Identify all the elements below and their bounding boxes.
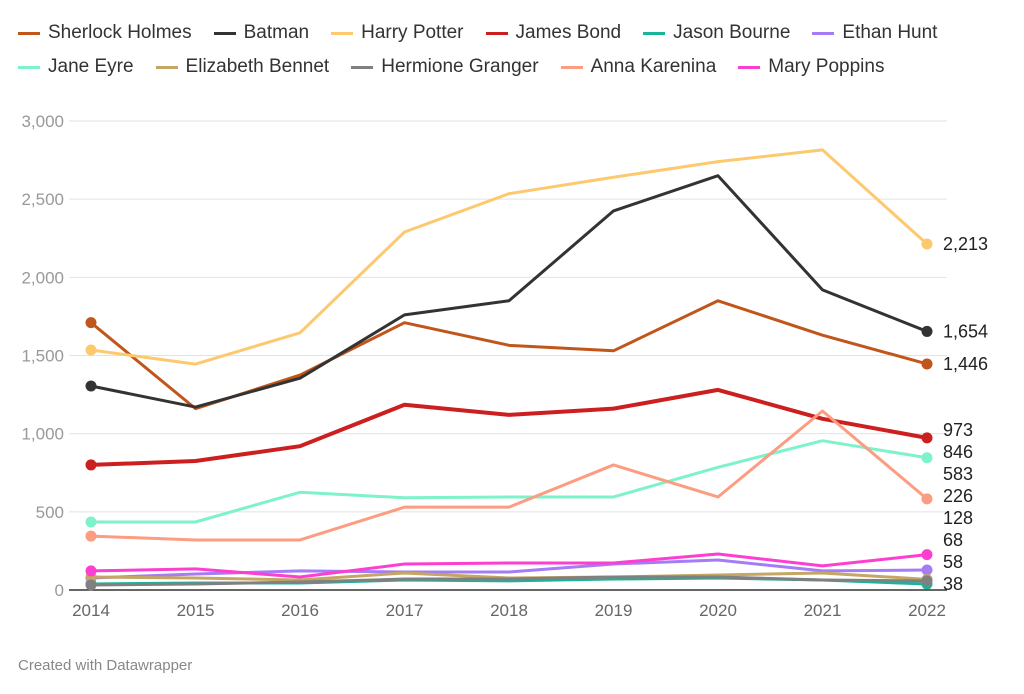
series-start-point [85,530,97,542]
series-end-point [921,325,933,337]
y-tick-label: 2,000 [21,268,64,287]
series-line [91,439,928,524]
legend-item: Ethan Hunt [812,22,937,44]
series-end-point [921,238,933,250]
series-end-point [921,564,933,576]
series-start-point [85,380,97,392]
series-line [90,575,928,587]
legend-swatch [560,65,583,69]
legend-swatch [18,31,40,35]
series-start-point [85,565,97,577]
legend-label: Harry Potter [361,22,464,43]
legend-swatch [213,31,236,35]
series-line [90,387,928,467]
legend-label: Sherlock Holmes [48,22,192,43]
end-value-label: 58 [943,552,963,572]
legend-label: Elizabeth Bennet [185,56,330,77]
x-tick-label: 2015 [177,601,215,620]
legend-item: Jane Eyre [18,56,134,78]
legend-item: Harry Potter [331,22,464,44]
series-start-point [85,579,97,591]
legend-label: Jason Bourne [673,22,791,43]
series-line [90,299,928,411]
end-value-label: 226 [943,486,973,506]
series-end-point [921,575,933,587]
end-value-label: 68 [943,530,963,550]
y-tick-label: 1,000 [21,425,64,444]
end-value-label: 1,654 [943,321,988,341]
legend: Sherlock Holmes Batman Harry Potter James B… [18,22,1008,78]
series-line [90,552,928,579]
legend-item: Elizabeth Bennet [155,56,330,78]
end-value-label: 973 [943,420,973,440]
series-start-point [85,516,97,528]
legend-swatch [738,65,761,69]
legend-swatch [331,31,354,35]
legend-swatch [812,31,835,35]
series-start-point [85,317,97,329]
legend-label: Mary Poppins [768,56,885,77]
legend-label: Anna Karenina [590,56,717,77]
x-tick-label: 2022 [908,601,946,620]
end-value-label: 583 [943,464,973,484]
y-tick-label: 1,500 [21,347,64,366]
legend-item: Batman [213,22,310,44]
legend-swatch [155,65,178,69]
legend-item: Mary Poppins [738,56,884,78]
legend-swatch [643,31,666,35]
y-tick-label: 500 [36,503,64,522]
legend-label: Jane Eyre [48,56,134,77]
end-value-label: 846 [943,442,973,462]
x-tick-label: 2014 [72,601,110,620]
y-tick-label: 2,500 [21,190,64,209]
footer-credit: Created with Datawrapper [18,657,193,674]
legend-item: Anna Karenina [560,56,717,78]
legend-swatch [485,31,508,35]
series-line [90,409,928,542]
end-value-label: 2,213 [943,234,988,254]
legend-swatch [18,65,40,69]
series-line [90,174,928,409]
end-value-label: 38 [943,574,963,594]
legend-item: James Bond [485,22,622,44]
end-value-label: 1,446 [943,354,988,374]
series-end-point [921,432,933,444]
series-end-point [921,493,933,505]
series-start-point [85,459,97,471]
y-tick-label: 0 [55,581,64,600]
legend-label: Hermione Granger [381,56,539,77]
series-end-point [921,358,933,370]
legend-label: Batman [243,22,310,43]
x-tick-label: 2017 [386,601,424,620]
legend-item: Hermione Granger [351,56,539,78]
legend-swatch [351,65,374,69]
legend-item: Sherlock Holmes [18,22,192,44]
y-tick-label: 3,000 [21,112,64,131]
x-tick-label: 2019 [595,601,633,620]
series-end-point [921,452,933,464]
end-value-label: 128 [943,508,973,528]
x-tick-label: 2020 [699,601,737,620]
series-start-point [85,344,97,356]
x-tick-label: 2018 [490,601,528,620]
series-end-point [921,549,933,561]
legend-label: James Bond [515,22,622,43]
series-line [90,148,929,366]
legend-item: Jason Bourne [643,22,790,44]
x-tick-label: 2016 [281,601,319,620]
x-tick-label: 2021 [804,601,842,620]
legend-label: Ethan Hunt [842,22,938,43]
